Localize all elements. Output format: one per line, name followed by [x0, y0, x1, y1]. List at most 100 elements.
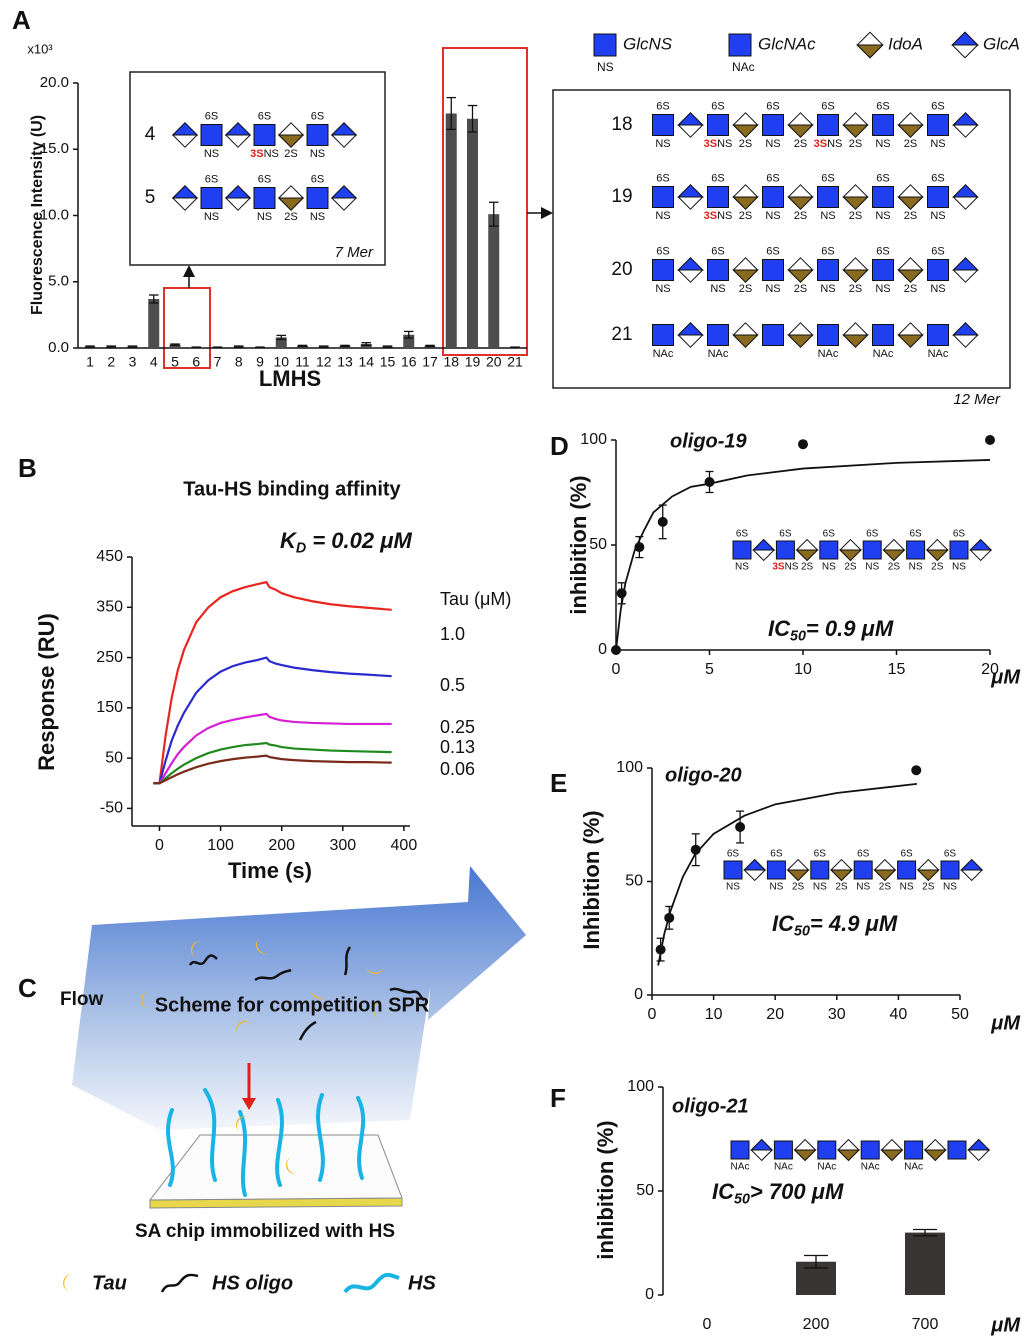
- glycan-diamond-fill: [925, 549, 949, 562]
- sulfate-label: 6S: [766, 101, 779, 113]
- substituent-label: NS: [735, 561, 749, 572]
- sulfate-label: 6S: [866, 529, 879, 540]
- substituent: NS: [204, 211, 219, 223]
- scheme-legend-label: HS: [408, 1272, 436, 1294]
- y-tick-label: -50: [100, 800, 123, 817]
- substituent: 2S: [879, 881, 892, 892]
- glycan-square: [927, 259, 949, 281]
- flow-label: Flow: [60, 989, 103, 1010]
- substituent-label: NAc: [873, 348, 894, 360]
- glycan-square: [762, 324, 784, 346]
- substituent-label: NS: [900, 881, 914, 892]
- y-tick-label: 0: [598, 641, 607, 658]
- y-tick-label: 20.0: [40, 74, 69, 91]
- substituent-label: NS: [655, 283, 670, 295]
- glycan-diamond-fill: [880, 1149, 904, 1162]
- substituent-label: NS: [204, 148, 219, 160]
- substituent: NAc: [818, 348, 839, 360]
- glycan-square: [707, 186, 729, 208]
- substituent: NS: [785, 561, 799, 572]
- substituent: NS: [875, 283, 890, 295]
- glycan-diamond-fill: [873, 869, 897, 882]
- glycan-square: [652, 324, 674, 346]
- substituent-label: 3SNS: [704, 138, 733, 150]
- x-tick-label: 4: [150, 354, 158, 370]
- hs-chains: [166, 1088, 366, 1197]
- substituent: 2S: [794, 210, 807, 222]
- sulfate-label: 6S: [821, 173, 834, 185]
- glycan-diamond-fill: [952, 322, 979, 336]
- substituent: 2S: [739, 210, 752, 222]
- substituent: NAc: [928, 348, 949, 360]
- substituent-label: NAc: [904, 1161, 923, 1172]
- y-tick-label: 450: [96, 548, 123, 565]
- x-tick-label: 14: [358, 354, 374, 370]
- substituent-label: NS: [710, 283, 725, 295]
- glycan-diamond-fill: [842, 269, 869, 283]
- substituent-label: NS: [813, 881, 827, 892]
- sulfate-3s: 3S: [250, 148, 263, 160]
- glycan-square: [949, 540, 969, 560]
- bar: [148, 298, 160, 348]
- glycan-diamond-fill: [787, 124, 814, 138]
- x-tick-label: 50: [951, 1006, 969, 1023]
- glycan-square: [853, 860, 873, 880]
- sulfate-label: 6S: [311, 174, 324, 186]
- x-tick-label: 12: [316, 354, 332, 370]
- substituent-label: NAc: [818, 348, 839, 360]
- x-axis-title: μM: [990, 1012, 1021, 1034]
- substituent-label: NS: [310, 148, 325, 160]
- glycan-square: [817, 259, 839, 281]
- glycan-square: [652, 114, 674, 136]
- substituent: NS: [735, 561, 749, 572]
- bar: [169, 344, 181, 348]
- substituent-label: 2S: [284, 211, 297, 223]
- substituent: NS: [900, 881, 914, 892]
- annotation-sub: 50: [790, 628, 806, 644]
- substituent-label: NAc: [817, 1161, 836, 1172]
- glycan-square: [860, 1140, 880, 1160]
- annotation: KD = 0.02 μM: [280, 528, 412, 557]
- chip-label: SA chip immobilized with HS: [135, 1221, 395, 1242]
- scheme: [63, 866, 526, 1294]
- substituent-label: 3SNS: [250, 148, 279, 160]
- substituent-label: NS: [655, 210, 670, 222]
- substituent-label: NS: [930, 210, 945, 222]
- sulfate-label: 6S: [821, 101, 834, 113]
- panel-letter: C: [18, 973, 37, 1003]
- glycan-square: [817, 1140, 837, 1160]
- glycan-square: [872, 114, 894, 136]
- glycan-square: [723, 860, 743, 880]
- glycan-diamond-fill: [829, 869, 854, 882]
- bar: [360, 344, 372, 348]
- data-point: [911, 765, 922, 776]
- x-tick-label: 21: [507, 354, 523, 370]
- sulfate-label: 6S: [727, 849, 740, 860]
- substituent-label: NAc: [708, 348, 729, 360]
- series-line: [153, 741, 392, 785]
- substituent: NAc: [904, 1161, 923, 1172]
- glycan-diamond-fill: [923, 1149, 947, 1162]
- glycan-diamond-fill: [787, 269, 814, 283]
- substituent: NS: [726, 881, 740, 892]
- glycan-square: [940, 860, 960, 880]
- glycan-square: [707, 259, 729, 281]
- legend-label: GlcNAc: [758, 34, 816, 53]
- substituent-label: 2S: [931, 561, 944, 572]
- glycan-diamond-fill: [743, 858, 767, 871]
- row-label: 19: [611, 186, 632, 207]
- hs-oligos: [188, 946, 425, 1041]
- glycan-square: [652, 186, 674, 208]
- y-tick-label: 0: [645, 1286, 654, 1303]
- substituent-label: 2S: [792, 881, 805, 892]
- glycan-diamond-fill: [677, 184, 704, 198]
- chart-title: oligo-20: [665, 764, 742, 786]
- substituent-label: 3SNS: [814, 138, 843, 150]
- legend-hs-icon: [343, 1272, 400, 1294]
- tau-proteins: [141, 937, 384, 1174]
- substituent-label: 2S: [739, 210, 752, 222]
- data-point: [616, 588, 627, 599]
- y-tick-label: 50: [625, 873, 643, 890]
- data-point: [985, 435, 995, 445]
